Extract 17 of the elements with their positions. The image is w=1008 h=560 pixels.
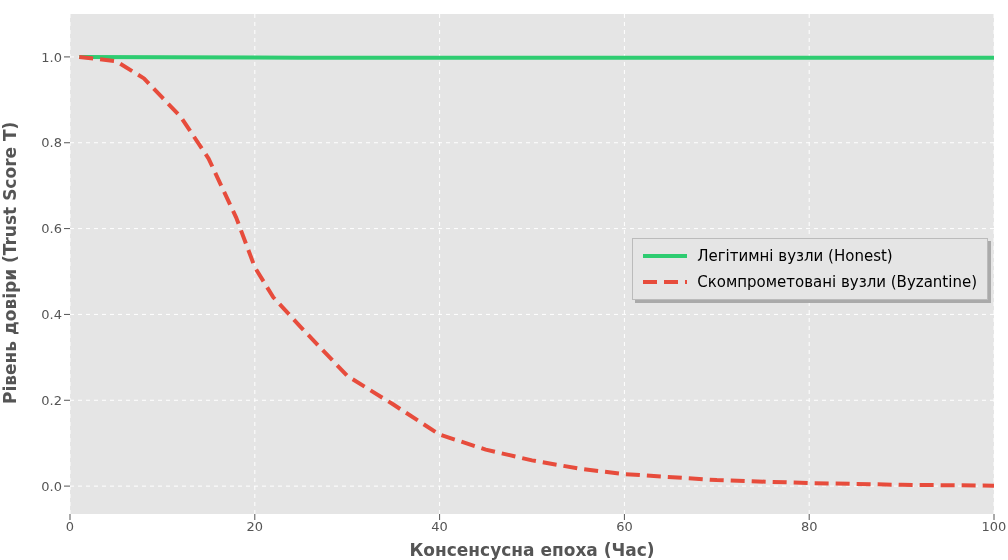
y-tick-label: 0.2: [41, 392, 62, 408]
line-series: [77, 54, 994, 488]
y-tick-label: 0.4: [41, 307, 62, 323]
y-tick-label: 0.6: [41, 221, 62, 237]
x-tick-label: 60: [616, 519, 633, 535]
legend-label: Скомпрометовані вузли (Byzantine): [697, 272, 977, 293]
x-axis-title: Консенсусна епоха (Час): [409, 540, 655, 560]
x-tick-label: 80: [800, 519, 818, 535]
legend-label: Легітимні вузли (Honest): [697, 246, 893, 267]
x-tick-label: 100: [981, 519, 1007, 535]
y-tick-label: 0.8: [41, 135, 62, 151]
x-tick-label: 0: [65, 519, 75, 535]
y-axis-title: Рівень довіри (Trust Score T): [0, 121, 21, 404]
y-tick-label: 1.0: [41, 49, 62, 65]
x-tick-label: 40: [431, 519, 448, 535]
x-tick-label: 20: [246, 519, 264, 535]
y-tick-label: 0.0: [41, 478, 62, 494]
